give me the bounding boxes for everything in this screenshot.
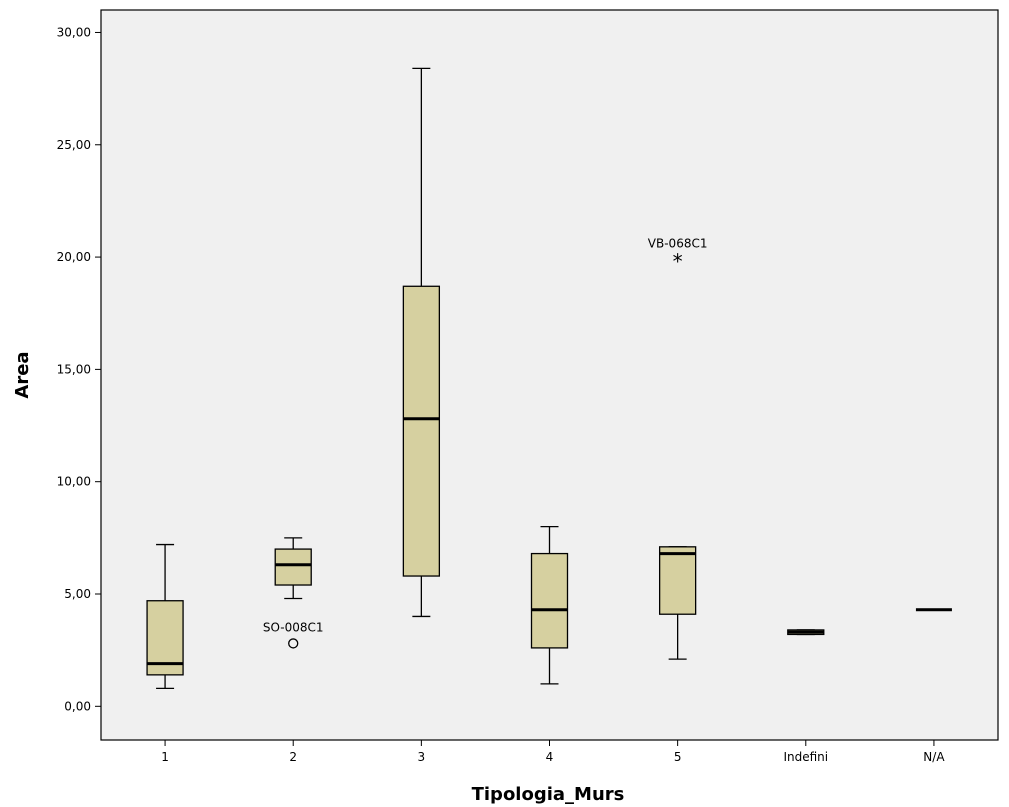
y-tick-label: 15,00 [57,362,91,376]
y-axis: 0,00 5,00 10,00 15,00 20,00 25,00 30,00 [57,25,101,713]
box-Indefini [787,629,825,636]
box-4 [530,525,569,685]
x-tick-label: 3 [418,750,426,764]
outlier-star-marker: * [673,249,683,273]
x-tick-label: 5 [674,750,682,764]
boxes [146,67,952,689]
x-tick-label: 4 [546,750,554,764]
y-tick-label: 10,00 [57,475,91,489]
y-tick-label: 0,00 [64,699,91,713]
outlier-2: SO-008C1 [263,620,324,649]
x-tick-label: Indefini [783,750,828,764]
y-tick-label: 25,00 [57,138,91,152]
x-tick-label: N/A [923,750,945,764]
box-3 [402,67,441,618]
box-N/A [915,608,952,612]
iqr-box [658,546,697,615]
y-axis-title: Area [12,351,33,398]
x-axis: 1 2 3 4 5 Indefini N/A [161,740,945,764]
outlier-circle-marker [288,638,299,649]
median-line [915,608,952,612]
y-tick-label: 20,00 [57,250,91,264]
box-5 [658,546,697,660]
iqr-box [530,552,569,649]
outlier-label: VB-068C1 [648,236,708,250]
outlier-label: SO-008C1 [263,620,324,634]
iqr-box [274,548,312,586]
iqr-box [402,285,441,577]
box-1 [146,543,184,689]
outlier-5: *VB-068C1 [648,236,708,273]
box-2 [274,537,312,600]
x-tick-label: 1 [161,750,169,764]
x-axis-title: Tipologia_Murs [472,784,625,805]
x-tick-label: 2 [289,750,297,764]
y-tick-label: 30,00 [57,25,91,39]
y-tick-label: 5,00 [64,587,91,601]
outliers: SO-008C1 *VB-068C1 [263,236,708,649]
